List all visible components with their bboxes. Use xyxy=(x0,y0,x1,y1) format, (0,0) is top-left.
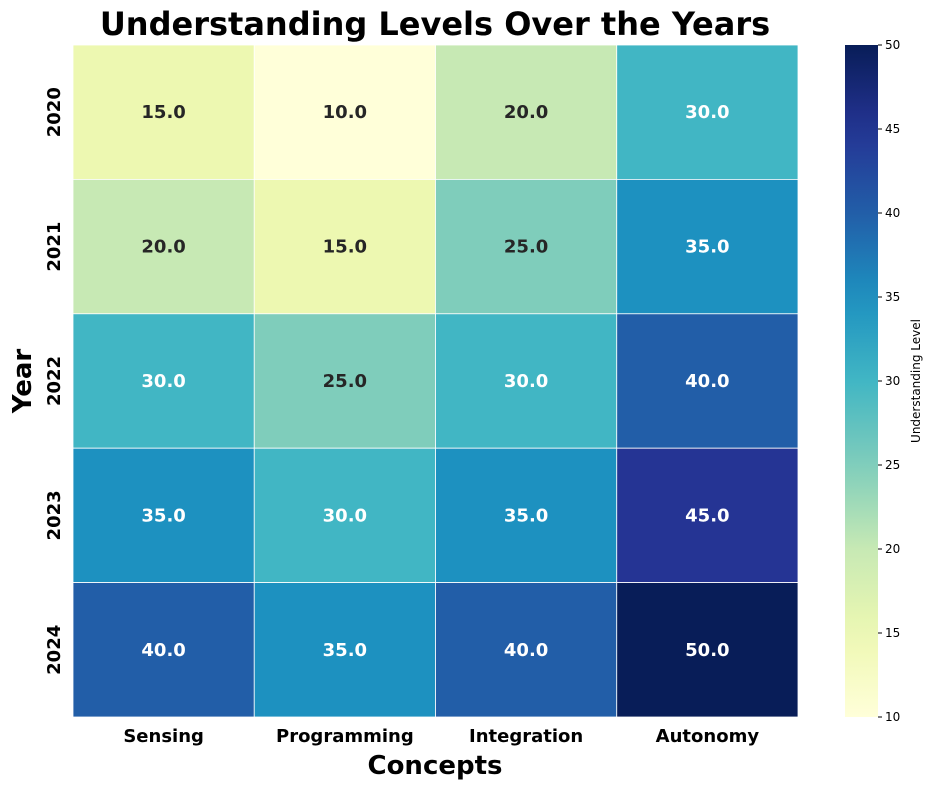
y-tick-label: 2023 xyxy=(44,490,65,540)
chart-title: Understanding Levels Over the Years xyxy=(100,5,770,43)
heatmap-cell xyxy=(253,313,436,449)
y-tick-label: 2022 xyxy=(44,356,65,406)
cell-value-label: 30.0 xyxy=(685,102,729,123)
heatmap-cell xyxy=(616,44,799,180)
y-tick-labels: 2020 2021 2022 2023 2024 xyxy=(44,87,65,675)
x-tick-label: Autonomy xyxy=(656,726,760,747)
colorbar-tick-label: 25 xyxy=(885,458,900,472)
cell-value-label: 30.0 xyxy=(141,371,185,392)
y-tick-label: 2021 xyxy=(44,222,65,272)
heatmap-cell xyxy=(435,447,618,584)
colorbar-label: Understanding Level xyxy=(909,319,923,443)
heatmap-cell xyxy=(616,447,799,584)
heatmap-cell xyxy=(72,44,255,180)
cell-value-label: 35.0 xyxy=(141,505,185,526)
x-axis-label: Concepts xyxy=(367,751,502,781)
colorbar-tick-label: 45 xyxy=(885,122,900,136)
cell-value-label: 35.0 xyxy=(323,640,367,661)
x-tick-label: Programming xyxy=(276,726,414,747)
cell-value-label: 35.0 xyxy=(685,237,729,258)
heatmap-cell xyxy=(435,44,618,180)
x-tick-label: Sensing xyxy=(123,726,204,747)
colorbar-gradient xyxy=(845,45,878,717)
heatmap-cell xyxy=(435,178,618,315)
heatmap-cell xyxy=(616,313,799,449)
colorbar-tick-label: 50 xyxy=(885,38,900,52)
cell-value-label: 20.0 xyxy=(504,102,548,123)
colorbar-tick-label: 15 xyxy=(885,626,900,640)
heatmap-cell xyxy=(253,178,436,315)
cell-value-label: 20.0 xyxy=(141,237,185,258)
y-tick-label: 2024 xyxy=(44,625,65,675)
x-tick-label: Integration xyxy=(469,726,583,747)
cell-value-label: 30.0 xyxy=(504,371,548,392)
cell-value-label: 35.0 xyxy=(504,505,548,526)
cell-value-label: 50.0 xyxy=(685,640,729,661)
cell-value-label: 30.0 xyxy=(323,505,367,526)
heatmap-cell xyxy=(435,582,618,718)
cell-value-label: 40.0 xyxy=(685,371,729,392)
heatmap-cell xyxy=(72,447,255,584)
x-tick-labels: Sensing Programming Integration Autonomy xyxy=(123,726,759,747)
colorbar-tick-label: 40 xyxy=(885,206,900,220)
heatmap-cell xyxy=(72,178,255,315)
y-axis-label: Year xyxy=(8,349,38,415)
cell-value-label: 15.0 xyxy=(141,102,185,123)
cell-value-label: 25.0 xyxy=(323,371,367,392)
y-tick-label: 2020 xyxy=(44,87,65,137)
heatmap-cell xyxy=(253,447,436,584)
colorbar-tick-label: 20 xyxy=(885,542,900,556)
heatmap-cell xyxy=(253,44,436,180)
heatmap-cell xyxy=(72,582,255,718)
cell-value-label: 40.0 xyxy=(504,640,548,661)
colorbar-tick-label: 35 xyxy=(885,290,900,304)
colorbar-tick-label: 30 xyxy=(885,374,900,388)
cell-value-label: 25.0 xyxy=(504,237,548,258)
heatmap-cell xyxy=(616,178,799,315)
cell-value-label: 10.0 xyxy=(323,102,367,123)
heatmap-cell xyxy=(253,582,436,718)
heatmap-cells: 15.0 10.0 20.0 30.0 20.0 15.0 25.0 35.0 30.0 25.0… xyxy=(72,44,799,718)
cell-value-label: 15.0 xyxy=(323,237,367,258)
colorbar-tick-label: 10 xyxy=(885,710,900,724)
cell-value-label: 40.0 xyxy=(141,640,185,661)
colorbar: 10 15 20 25 30 35 40 45 50 Understanding Level xyxy=(845,38,923,724)
heatmap-cell xyxy=(616,582,799,718)
cell-value-label: 45.0 xyxy=(685,505,729,526)
